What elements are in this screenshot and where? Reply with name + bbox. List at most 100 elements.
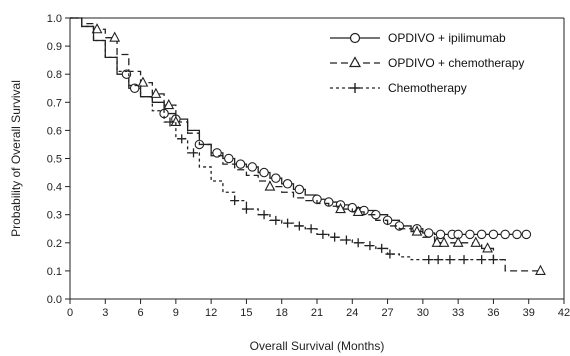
circle-marker [129,83,140,94]
plus-marker [230,196,240,206]
x-tick-label: 21 [311,307,323,319]
plus-marker [433,255,443,265]
plus-marker [271,215,281,225]
y-tick-label: 0.5 [47,154,62,166]
legend-item-opdivo-ipilimumab: OPDIVO + ipilimumab [330,31,506,45]
triangle-marker-icon [348,56,362,68]
plus-marker [165,117,175,127]
circle-marker [224,153,234,164]
circle-marker [271,173,281,183]
plus-marker [341,235,351,245]
plus-marker [477,255,487,265]
triangle-marker [163,98,175,110]
x-tick-label: 9 [173,307,179,319]
x-tick-label: 12 [205,307,217,319]
triangle-marker [470,236,482,247]
circle-marker [294,184,305,195]
series-2 [70,17,546,275]
triangle-marker [535,264,546,275]
x-tick-label: 24 [346,307,358,319]
triangle-marker [264,180,276,191]
plus-marker [365,241,375,251]
x-tick-label: 36 [487,307,499,319]
circle-marker-icon [349,32,361,44]
series-line-1 [70,17,529,236]
y-ticks: 0.0 0.1 0.2 0.3 0.4 0.5 0.6 0.7 0.8 0.9 1.0 [47,13,70,306]
triangle-marker [411,225,423,236]
triangle-marker [137,76,149,87]
plus-marker [424,255,434,265]
y-tick-label: 0.8 [47,69,62,81]
circle-marker [247,162,258,172]
triangle-marker [150,87,162,98]
plus-marker-icon [350,83,360,93]
plus-marker [377,243,387,253]
y-tick-label: 0.4 [47,182,62,194]
series-layer [70,17,546,275]
triangle-marker [431,236,443,247]
circle-marker [121,69,132,79]
triangle-marker [335,202,346,214]
circle-marker [259,167,269,178]
x-tick-label: 33 [452,307,464,319]
circle-marker [212,148,222,158]
triangle-marker [438,236,450,247]
circle-marker [521,229,532,240]
circle-marker [500,229,510,240]
triangle-marker [352,205,364,216]
circle-marker [423,228,434,238]
plus-marker [241,204,251,214]
plus-marker [488,255,498,265]
triangle-marker [482,242,493,253]
x-tick-label: 27 [381,307,393,319]
plus-marker [318,229,328,239]
y-tick-label: 0.7 [47,97,62,109]
legend-label-opdivo-ipilimumab: OPDIVO + ipilimumab [388,31,506,45]
circle-marker [465,229,475,240]
circle-marker [235,159,246,169]
triangle-marker [109,31,121,42]
triangle-marker [452,236,464,247]
series-3 [70,17,506,265]
y-tick-label: 1.0 [47,13,62,25]
legend-label-opdivo-chemotherapy: OPDIVO + chemotherapy [388,56,524,70]
plus-marker [177,134,187,144]
circle-marker [476,229,487,240]
plus-marker [385,249,395,259]
legend-item-opdivo-chemotherapy: OPDIVO + chemotherapy [330,56,524,70]
plus-marker [353,238,363,248]
y-tick-label: 0.9 [47,41,62,53]
plus-marker [445,255,455,265]
y-axis-title: Probability of Overall Survival [9,80,23,237]
series-1 [70,17,532,240]
x-ticks: 0 3 6 9 12 15 18 21 24 27 30 33 36 39 42 [67,299,570,319]
x-tick-label: 18 [276,307,288,319]
x-axis-title: Overall Survival (Months) [250,339,385,353]
plus-marker [330,232,340,242]
legend-label-chemotherapy: Chemotherapy [388,81,467,95]
x-tick-label: 6 [138,307,144,319]
circle-marker [282,179,293,189]
x-tick-label: 15 [240,307,252,319]
circle-marker [324,197,334,207]
y-tick-label: 0.2 [47,238,62,250]
x-tick-label: 30 [417,307,429,319]
x-tick-label: 39 [523,307,535,319]
legend: OPDIVO + ipilimumab OPDIVO + chemotherap… [330,31,524,95]
y-tick-label: 0.3 [47,210,62,222]
circle-marker [512,229,522,240]
y-tick-label: 0.6 [47,125,62,137]
series-line-3 [70,17,506,261]
triangle-marker [91,23,103,34]
plus-marker [259,210,269,220]
plus-marker [294,221,304,231]
x-tick-label: 0 [67,307,73,319]
y-tick-label: 0.1 [47,266,62,278]
triangle-marker [170,115,182,127]
circle-marker [488,229,499,240]
legend-item-chemotherapy: Chemotherapy [330,81,467,95]
circle-marker [435,229,446,240]
plus-marker [306,224,316,234]
